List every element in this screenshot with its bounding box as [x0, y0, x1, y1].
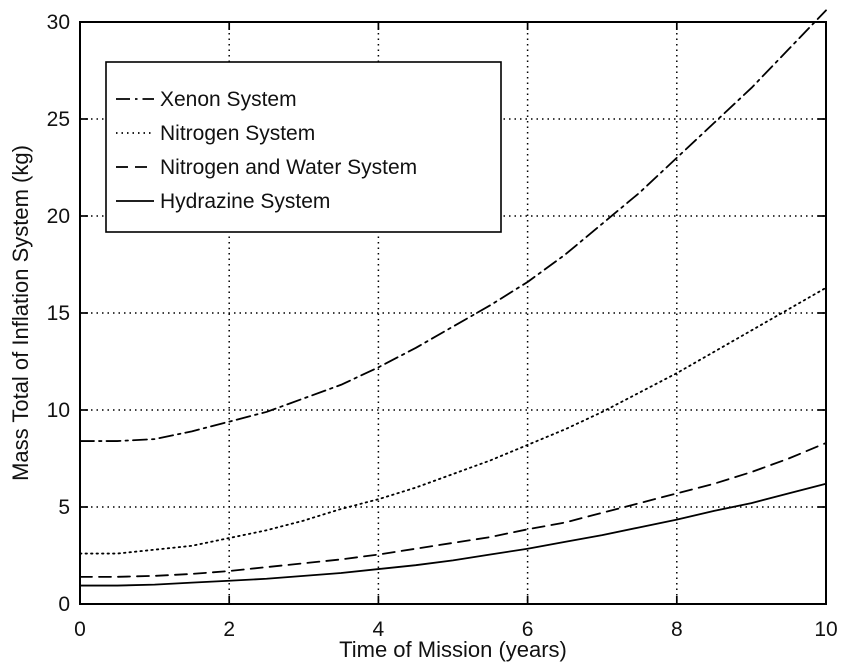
legend: Xenon System Nitrogen System Nitrogen and …	[105, 61, 502, 233]
x-tick-label: 2	[223, 618, 235, 641]
y-tick-label: 30	[47, 11, 70, 34]
x-axis-label: Time of Mission (years)	[339, 637, 567, 662]
y-tick-label: 15	[47, 302, 70, 325]
x-tick-label: 8	[671, 618, 683, 641]
series-line-2	[79, 442, 827, 578]
x-tick-label: 10	[814, 618, 837, 641]
y-tick-label: 25	[47, 108, 70, 131]
ticks-layer: 0 2 4 6 8 10 0 5 10 15 20 25 30	[47, 11, 838, 641]
y-tick-label: 20	[47, 205, 70, 228]
legend-label-1: Nitrogen System	[160, 122, 315, 145]
legend-label-3: Hydrazine System	[160, 190, 330, 213]
y-axis-label: Mass Total of Inflation System (kg)	[8, 145, 33, 481]
y-tick-label: 10	[47, 399, 70, 422]
legend-box	[105, 61, 502, 233]
x-tick-label: 4	[373, 618, 385, 641]
legend-label-0: Xenon System	[160, 88, 297, 111]
series-line-0	[79, 9, 827, 442]
x-tick-label: 0	[74, 618, 86, 641]
grid-layer	[80, 22, 826, 604]
legend-label-2: Nitrogen and Water System	[160, 156, 417, 179]
y-tick-label: 0	[58, 593, 70, 616]
series-line-3	[79, 482, 827, 587]
y-tick-label: 5	[58, 496, 70, 519]
x-tick-label: 6	[522, 618, 534, 641]
series-line-1	[79, 286, 827, 555]
series-lines	[79, 9, 827, 587]
